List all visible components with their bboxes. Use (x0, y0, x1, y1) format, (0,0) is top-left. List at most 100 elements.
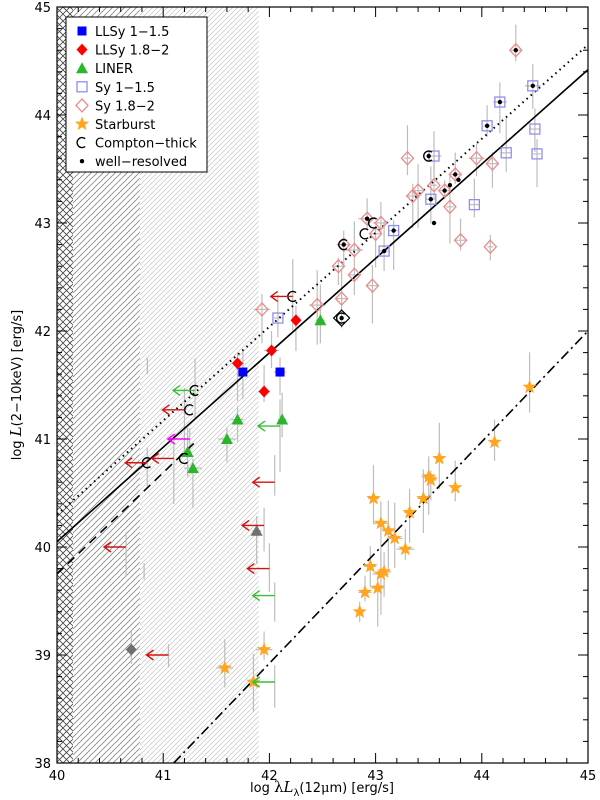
point-llsy-1-8-2 (266, 344, 278, 357)
point-starburst (416, 490, 431, 505)
point-liner (186, 462, 199, 474)
point-sy-1-8-2 (469, 150, 484, 166)
point-well-resolved (442, 188, 447, 193)
legend-marker-sy-1-1-5 (76, 81, 88, 93)
point-starburst (370, 580, 385, 595)
x-tick-label: 45 (580, 769, 597, 784)
point-well-resolved (426, 153, 431, 159)
point-sy-1-1-5 (531, 148, 543, 160)
y-tick-label: 42 (34, 325, 51, 340)
point-starburst (402, 504, 417, 519)
y-tick-label: 40 (34, 541, 51, 556)
point-sy-1-1-5 (527, 80, 539, 92)
axes (56, 6, 589, 764)
point-highlight (332, 309, 351, 327)
point-well-resolved (364, 216, 370, 221)
legend-marker-llsy-1-8-2 (76, 43, 88, 56)
legend-marker-well-resolved (79, 159, 85, 164)
point-starburst (366, 490, 381, 505)
point-starburst (387, 530, 402, 545)
point-well-resolved (513, 48, 518, 53)
point-starburst (432, 450, 447, 465)
legend-marker-liner (76, 62, 88, 74)
point-sy-1-8-2 (334, 291, 349, 307)
point-starburst (448, 480, 463, 494)
y-tick-label: 39 (34, 649, 51, 664)
upper-limit-arrow (171, 384, 196, 396)
point-compton-thick (184, 404, 194, 416)
point-llsy-1-1-5 (238, 367, 248, 377)
point-sy-1-8-2 (437, 183, 452, 199)
point-starburst (217, 660, 232, 674)
legend-marker-sy-1-8-2 (75, 97, 89, 113)
x-tick-label: 44 (474, 769, 491, 784)
plot-frame (56, 6, 589, 764)
x-axis-label: log λLλ(12μm) [erg/s] (250, 778, 394, 799)
point-well-resolved (339, 315, 344, 321)
point-starburst (352, 604, 367, 618)
point-liner (276, 413, 289, 425)
legend-label-llsy-1-1-5: LLSy 1−1.5 (95, 25, 169, 40)
point-starburst (257, 642, 272, 656)
legend-entry-llsy-1-8-2: LLSy 1.8−2 (76, 43, 169, 59)
point-sy-1-8-2 (255, 301, 269, 317)
y-tick-label: 43 (34, 217, 51, 232)
point-sy-1-8-2 (405, 188, 420, 204)
point-llsy-1-8-2 (290, 314, 302, 327)
point-sy-1-8-2 (443, 199, 457, 215)
point-starburst (522, 379, 537, 394)
point-compton-thick (423, 150, 433, 162)
legend-label-well-resolved: well−resolved (95, 155, 187, 170)
upper-limit-arrow (166, 433, 190, 445)
legend-marker-starburst (74, 116, 90, 131)
legend-entry-llsy-1-1-5: LLSy 1−1.5 (77, 25, 169, 40)
point-sy-1-1-5 (468, 198, 481, 211)
excluded-regions (57, 7, 259, 763)
point-starburst (421, 469, 436, 483)
point-compton-thick (335, 312, 346, 324)
legend-label-liner: LINER (95, 62, 133, 77)
point-sy-1-1-5 (388, 224, 400, 237)
legend-entry-compton-thick: Compton−thick (76, 136, 197, 152)
point-starburst (423, 472, 438, 487)
point-well-resolved (453, 172, 458, 177)
point-sy-1-1-5 (378, 245, 390, 257)
upper-limit-arrow (246, 563, 270, 575)
upper-limit-arrow (161, 404, 185, 416)
point-liner (314, 314, 327, 326)
upper-limit-arrow (102, 541, 127, 553)
point-unclassified (250, 524, 263, 536)
point-sy-1-1-5 (481, 120, 493, 132)
point-sy-1-1-5 (425, 193, 437, 205)
upper-limit-arrow (145, 649, 169, 661)
upper-limit-arrow (251, 590, 275, 602)
point-sy-1-8-2 (360, 211, 374, 227)
x-tick-label: 42 (261, 769, 278, 784)
fit-line-dashed (57, 441, 196, 575)
point-llsy-1-8-2 (232, 357, 244, 370)
legend-marker-compton-thick (76, 136, 86, 149)
point-well-resolved (431, 220, 437, 226)
point-well-resolved (530, 83, 535, 89)
legend-label-llsy-1-8-2: LLSy 1.8−2 (95, 44, 169, 59)
legend-entry-well-resolved: well−resolved (79, 155, 187, 170)
y-tick-label: 38 (34, 757, 51, 772)
upper-limits (102, 290, 293, 688)
legend-entry-sy-1-1-5: Sy 1−1.5 (76, 81, 155, 96)
legend: LLSy 1−1.5 LLSy 1.8−2 LINER Sy 1−1.5 Sy 1.8−… (65, 16, 208, 173)
x-tick-label: 40 (49, 769, 66, 784)
point-sy-1-8-2 (400, 150, 415, 166)
point-well-resolved (391, 228, 396, 233)
y-axis-label: log L(2−10keV) [erg/s] (7, 310, 25, 461)
upper-limit-arrow (124, 457, 148, 469)
point-well-resolved (497, 99, 503, 105)
point-sy-1-8-2 (483, 239, 498, 255)
legend-entry-sy-1-8-2: Sy 1.8−2 (75, 97, 155, 114)
point-sy-1-8-2 (347, 242, 362, 258)
legend-label-starburst: Starburst (95, 118, 155, 133)
point-llsy-1-1-5 (275, 367, 285, 377)
x-tick-label: 41 (155, 769, 172, 784)
point-sy-1-8-2 (453, 232, 468, 248)
legend-label-compton-thick: Compton−thick (95, 137, 197, 152)
